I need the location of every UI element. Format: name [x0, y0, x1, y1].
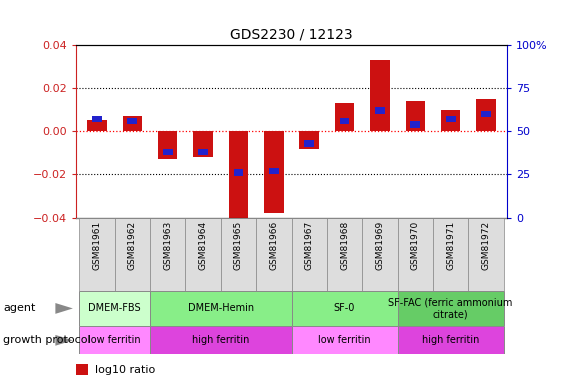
Text: GSM81967: GSM81967 — [305, 221, 314, 270]
Text: SF-FAC (ferric ammonium
citrate): SF-FAC (ferric ammonium citrate) — [388, 298, 513, 319]
Bar — [185, 217, 221, 291]
Text: low ferritin: low ferritin — [89, 335, 141, 345]
Bar — [398, 217, 433, 291]
Text: DMEM-Hemin: DMEM-Hemin — [188, 303, 254, 313]
Bar — [406, 101, 425, 131]
Bar — [76, 364, 88, 375]
Bar — [150, 217, 185, 291]
Text: GSM81964: GSM81964 — [199, 221, 208, 270]
Text: high ferritin: high ferritin — [422, 335, 479, 345]
Bar — [445, 116, 455, 122]
Bar — [370, 60, 389, 131]
Text: GSM81966: GSM81966 — [269, 221, 278, 270]
Text: DMEM-FBS: DMEM-FBS — [89, 303, 141, 313]
Bar — [256, 217, 292, 291]
Text: GSM81972: GSM81972 — [482, 221, 490, 270]
Bar — [300, 131, 319, 148]
Bar — [468, 217, 504, 291]
Text: high ferritin: high ferritin — [192, 335, 250, 345]
Bar — [229, 131, 248, 218]
Bar — [194, 131, 213, 157]
Bar — [79, 326, 150, 354]
Bar — [433, 217, 468, 291]
Bar — [264, 131, 283, 213]
Text: low ferritin: low ferritin — [318, 335, 371, 345]
Bar — [150, 326, 292, 354]
Text: log10 ratio: log10 ratio — [95, 365, 156, 375]
Text: GSM81971: GSM81971 — [446, 221, 455, 270]
Bar — [234, 170, 244, 176]
Bar — [398, 326, 504, 354]
Polygon shape — [55, 335, 73, 346]
Text: growth protocol: growth protocol — [3, 335, 90, 345]
Bar — [115, 217, 150, 291]
Bar — [335, 103, 354, 131]
Bar — [221, 217, 256, 291]
Text: GSM81965: GSM81965 — [234, 221, 243, 270]
Text: GSM81961: GSM81961 — [93, 221, 101, 270]
Text: GSM81970: GSM81970 — [411, 221, 420, 270]
Bar — [122, 116, 142, 131]
Title: GDS2230 / 12123: GDS2230 / 12123 — [230, 27, 353, 41]
Text: GSM81963: GSM81963 — [163, 221, 172, 270]
Text: SF-0: SF-0 — [334, 303, 355, 313]
Bar — [304, 140, 314, 147]
Bar — [198, 149, 208, 155]
Bar — [375, 107, 385, 114]
Bar — [362, 217, 398, 291]
Bar — [398, 291, 504, 326]
Polygon shape — [55, 303, 73, 314]
Bar — [339, 118, 349, 124]
Bar — [163, 149, 173, 155]
Bar — [269, 168, 279, 174]
Bar — [87, 120, 107, 131]
Text: agent: agent — [3, 303, 36, 313]
Bar — [128, 118, 138, 124]
Bar — [292, 326, 398, 354]
Bar — [292, 217, 327, 291]
Bar — [79, 291, 150, 326]
Bar — [441, 110, 461, 131]
Bar — [92, 116, 102, 122]
Bar — [292, 291, 398, 326]
Bar — [79, 217, 115, 291]
Text: GSM81968: GSM81968 — [340, 221, 349, 270]
Bar — [327, 217, 362, 291]
Text: GSM81962: GSM81962 — [128, 221, 137, 270]
Bar — [158, 131, 177, 159]
Bar — [476, 99, 496, 131]
Bar — [481, 111, 491, 117]
Bar — [150, 291, 292, 326]
Bar — [410, 121, 420, 128]
Text: GSM81969: GSM81969 — [375, 221, 384, 270]
